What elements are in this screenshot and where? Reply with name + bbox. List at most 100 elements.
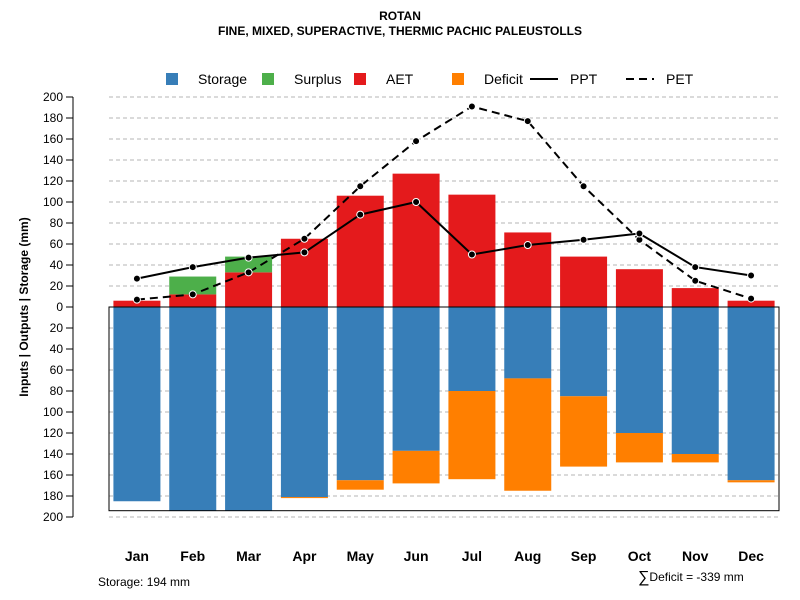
storage-bar-apr bbox=[280, 307, 328, 498]
y-tick-label: 80 bbox=[50, 384, 64, 398]
bars bbox=[113, 173, 775, 511]
storage-bar-may bbox=[336, 307, 384, 481]
y-tick-label: 200 bbox=[43, 90, 63, 104]
storage-bar-mar bbox=[225, 307, 273, 511]
aet-bar-sep bbox=[560, 256, 608, 307]
ppt-point-jun bbox=[412, 198, 421, 206]
legend-label: PPT bbox=[570, 71, 598, 87]
x-tick-label-nov: Nov bbox=[682, 548, 709, 564]
x-tick-label-jan: Jan bbox=[125, 548, 149, 564]
pet-point-jun bbox=[412, 137, 421, 146]
pet-point-nov bbox=[691, 276, 700, 285]
y-tick-label: 40 bbox=[50, 342, 64, 356]
x-tick-label-may: May bbox=[347, 548, 374, 564]
legend: Storage Surplus AET Deficit PPT PET bbox=[166, 71, 694, 87]
legend-swatch bbox=[166, 73, 178, 85]
deficit-bar-nov bbox=[671, 454, 719, 463]
ppt-point-jul bbox=[467, 250, 476, 259]
legend-swatch bbox=[262, 73, 274, 85]
pet-point-may bbox=[356, 182, 365, 191]
pet-point-jul bbox=[467, 102, 476, 111]
storage-bar-dec bbox=[727, 307, 775, 481]
deficit-bar-jun bbox=[392, 450, 440, 484]
legend-label: AET bbox=[386, 71, 414, 87]
deficit-bar-dec bbox=[727, 480, 775, 483]
deficit-total: Deficit = -339 mm bbox=[649, 570, 744, 584]
storage-bar-jul bbox=[448, 307, 496, 391]
deficit-note: ∑Deficit = -339 mm bbox=[638, 569, 744, 587]
ppt-point-apr bbox=[300, 248, 309, 257]
y-tick-label: 100 bbox=[43, 405, 63, 419]
y-tick-label: 0 bbox=[56, 300, 63, 314]
aet-bar-feb bbox=[169, 294, 217, 307]
series-lines bbox=[132, 102, 756, 304]
ppt-line bbox=[136, 200, 752, 280]
ppt-point-may bbox=[356, 210, 365, 219]
x-tick-label-jun: Jun bbox=[404, 548, 429, 564]
aet-bar-dec bbox=[727, 300, 775, 307]
y-tick-label: 20 bbox=[50, 321, 64, 335]
y-tick-label: 200 bbox=[43, 510, 63, 524]
storage-bar-sep bbox=[560, 307, 608, 397]
y-tick-label: 180 bbox=[43, 111, 63, 125]
pet-point-feb bbox=[188, 290, 197, 299]
pet-line bbox=[136, 105, 752, 301]
legend-item-aet: AET bbox=[354, 71, 414, 87]
y-tick-label: 120 bbox=[43, 426, 63, 440]
deficit-bar-oct bbox=[615, 433, 663, 463]
x-tick-label-aug: Aug bbox=[514, 548, 541, 564]
deficit-bar-apr bbox=[280, 497, 328, 499]
aet-bar-mar bbox=[225, 272, 273, 307]
axes: 2001801601401201008060402002040608010012… bbox=[17, 90, 780, 564]
chart-title: ROTAN bbox=[379, 9, 421, 23]
legend-label: PET bbox=[666, 71, 694, 87]
aet-bar-jan bbox=[113, 300, 161, 307]
pet-point-dec bbox=[747, 294, 756, 303]
y-tick-label: 100 bbox=[43, 195, 63, 209]
y-tick-label: 180 bbox=[43, 489, 63, 503]
legend-item-surplus: Surplus bbox=[262, 71, 341, 87]
ppt-point-feb bbox=[188, 263, 197, 272]
y-tick-label: 80 bbox=[50, 216, 64, 230]
ppt-point-oct bbox=[635, 229, 644, 238]
ppt-point-nov bbox=[691, 263, 700, 272]
ppt-point-mar bbox=[244, 253, 253, 262]
ppt-point-jan bbox=[132, 274, 141, 283]
legend-item-pet: PET bbox=[626, 71, 694, 87]
chart-subtitle: FINE, MIXED, SUPERACTIVE, THERMIC PACHIC… bbox=[217, 24, 583, 38]
y-tick-label: 20 bbox=[50, 279, 64, 293]
pet-point-mar bbox=[244, 268, 253, 277]
deficit-bar-jul bbox=[448, 391, 496, 480]
aet-bar-oct bbox=[615, 269, 663, 307]
x-tick-label-mar: Mar bbox=[236, 548, 261, 564]
y-axis-title: Inputs | Outputs | Storage (mm) bbox=[17, 217, 31, 396]
legend-label: Deficit bbox=[484, 71, 523, 87]
x-tick-label-oct: Oct bbox=[628, 548, 652, 564]
y-tick-label: 140 bbox=[43, 153, 63, 167]
legend-label: Storage bbox=[198, 71, 247, 87]
ppt-point-aug bbox=[523, 241, 532, 250]
storage-bar-jan bbox=[113, 307, 161, 502]
legend-item-ppt: PPT bbox=[530, 71, 598, 87]
storage-bar-feb bbox=[169, 307, 217, 511]
x-tick-label-feb: Feb bbox=[180, 548, 205, 564]
storage-bar-oct bbox=[615, 307, 663, 433]
y-tick-label: 60 bbox=[50, 237, 64, 251]
pet-point-jan bbox=[132, 295, 141, 304]
legend-swatch bbox=[452, 73, 464, 85]
x-tick-label-apr: Apr bbox=[292, 548, 317, 564]
y-tick-label: 160 bbox=[43, 132, 63, 146]
sigma-symbol: ∑ bbox=[638, 569, 650, 586]
y-tick-label: 60 bbox=[50, 363, 64, 377]
ppt-point-sep bbox=[579, 235, 588, 244]
x-tick-label-jul: Jul bbox=[462, 548, 482, 564]
ppt-point-dec bbox=[747, 271, 756, 280]
aet-bar-nov bbox=[671, 288, 719, 307]
legend-swatch bbox=[354, 73, 366, 85]
deficit-bar-aug bbox=[504, 378, 552, 491]
y-tick-label: 140 bbox=[43, 447, 63, 461]
deficit-bar-sep bbox=[560, 396, 608, 467]
legend-item-deficit: Deficit bbox=[452, 71, 523, 87]
legend-label: Surplus bbox=[294, 71, 341, 87]
